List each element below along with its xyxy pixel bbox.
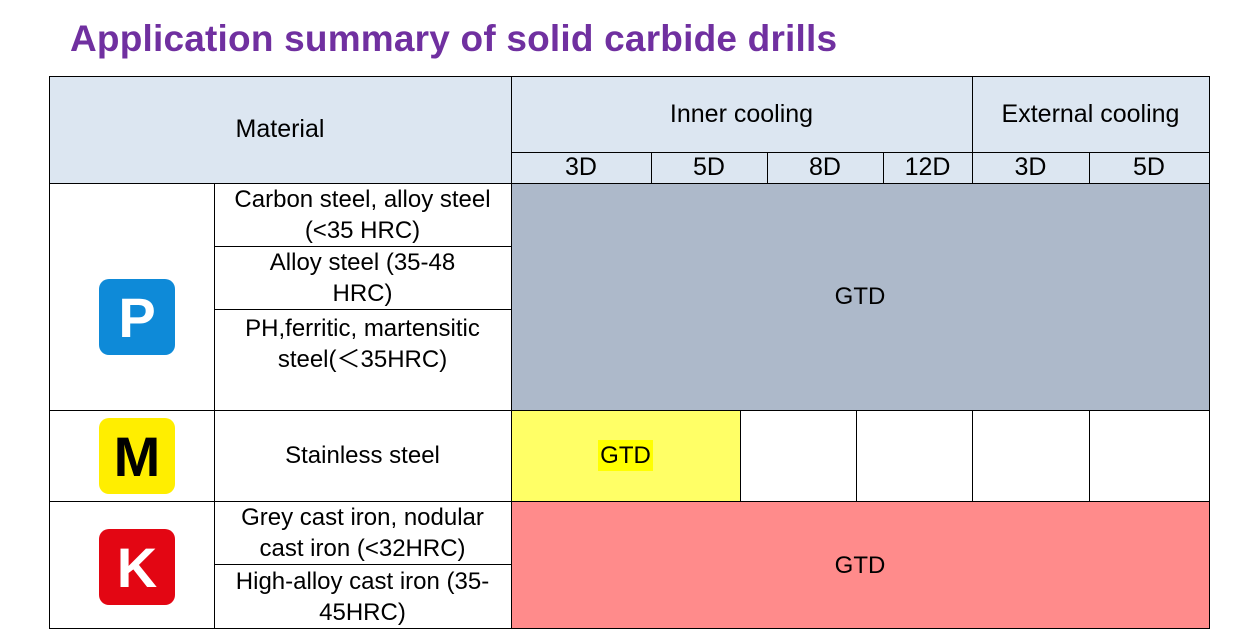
material-cell: High-alloy cast iron (35-45HRC) (214, 564, 511, 629)
material-name: Stainless steel (285, 442, 440, 469)
table-grid-line (49, 183, 1210, 184)
header-depth-label: 8D (809, 153, 841, 181)
table-border-top (49, 76, 1210, 77)
material-cell: Grey cast iron, nodular cast iron (<32HR… (214, 501, 511, 564)
header-depth-cell: 5D (1089, 152, 1209, 183)
group-m-value-cell: GTD (511, 410, 740, 501)
table-grid-line (651, 152, 652, 183)
material-cell: Alloy steel (35-48 HRC) (214, 246, 511, 309)
group-m-value: GTD (598, 440, 653, 471)
header-depth-cell: 3D (511, 152, 651, 183)
table-grid-line (1089, 410, 1090, 501)
table-border-left (49, 76, 50, 629)
table-grid-line (49, 410, 1210, 411)
table-grid-line (972, 76, 973, 183)
material-name: High-alloy cast iron (35-45HRC) (235, 567, 490, 626)
p-badge-letter: P (118, 285, 156, 349)
header-inner-cooling-cell: Inner cooling (511, 76, 972, 152)
m-material-badge-icon: M (99, 418, 175, 494)
table-border-right (1209, 76, 1210, 629)
table-grid-line (511, 152, 1210, 153)
header-external-cooling-label: External cooling (1001, 99, 1180, 128)
header-depth-label: 12D (904, 153, 951, 181)
material-cell: Carbon steel, alloy steel (<35 HRC) (214, 183, 511, 246)
table-grid-line (767, 152, 768, 183)
header-material-cell: Material (49, 76, 511, 183)
header-depth-cell: 5D (651, 152, 767, 183)
material-name: Alloy steel (35-48 HRC) (269, 248, 456, 307)
header-depth-label: 5D (1133, 153, 1165, 181)
k-material-badge-icon: K (99, 529, 175, 605)
material-name: Carbon steel, alloy steel (<35 HRC) (234, 185, 491, 244)
material-cell: PH,ferritic, martensitic steel(＜35HRC) (214, 309, 511, 389)
table-grid-line (214, 246, 511, 247)
table-grid-line (214, 564, 511, 565)
table-grid-line (856, 410, 857, 501)
group-k-value-cell: GTD (511, 501, 1209, 629)
header-inner-cooling-label: Inner cooling (669, 99, 814, 128)
table-grid-line (214, 183, 215, 629)
group-p-value-cell: GTD (511, 183, 1209, 410)
header-depth-cell: 8D (767, 152, 883, 183)
table-grid-line (972, 410, 973, 501)
p-material-badge-icon: P (99, 279, 175, 355)
k-badge-letter: K (116, 535, 158, 599)
m-badge-letter: M (113, 424, 161, 488)
table-grid-line (511, 76, 512, 629)
header-depth-label: 3D (565, 153, 597, 181)
header-depth-cell: 12D (883, 152, 972, 183)
header-depth-label: 5D (693, 153, 725, 181)
table-grid-line (49, 501, 1210, 502)
header-material-label: Material (235, 115, 325, 143)
group-p-value: GTD (834, 283, 886, 310)
table-grid-line (1089, 152, 1090, 183)
table-grid-line (883, 152, 884, 183)
header-depth-label: 3D (1014, 153, 1047, 181)
table-grid-line (214, 309, 511, 310)
material-name: PH,ferritic, martensitic steel(＜35HRC) (245, 315, 480, 373)
group-k-value: GTD (834, 551, 886, 579)
header-external-cooling-cell: External cooling (972, 76, 1209, 152)
header-depth-cell: 3D (972, 152, 1089, 183)
material-name: Grey cast iron, nodular cast iron (<32HR… (241, 503, 484, 562)
material-cell: Stainless steel (214, 410, 511, 501)
table-grid-line (740, 410, 741, 501)
page-title: Application summary of solid carbide dri… (70, 18, 838, 59)
